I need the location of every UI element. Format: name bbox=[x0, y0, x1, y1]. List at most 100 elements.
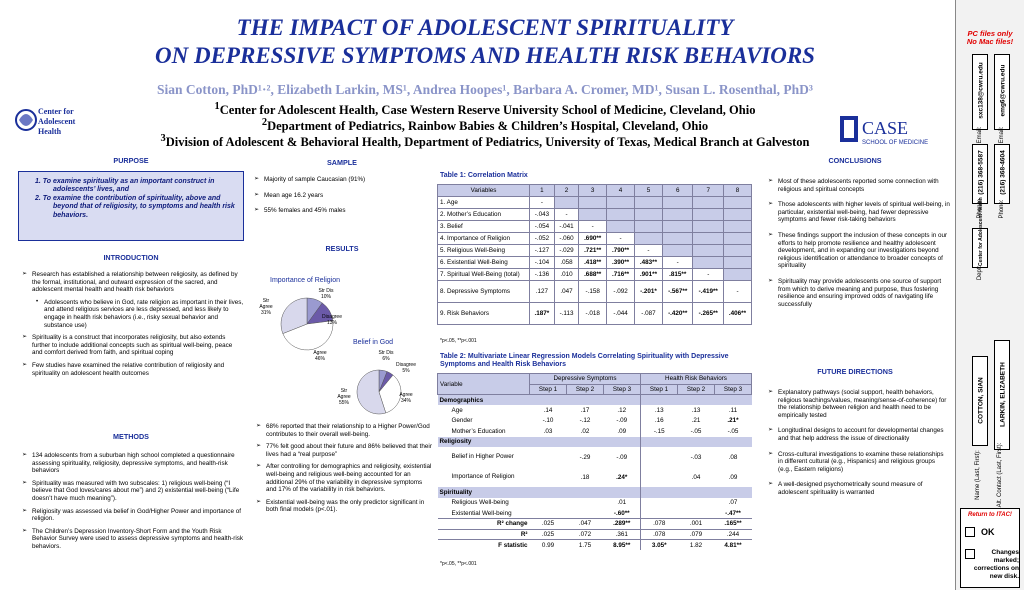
sample-text: Majority of sample Caucasian (91%) Mean … bbox=[254, 176, 432, 220]
reg-cell: .21* bbox=[727, 417, 739, 425]
results-item: 77% felt good about their future and 86%… bbox=[256, 443, 434, 458]
reg-cell: .07 bbox=[728, 499, 738, 507]
reg-cell: .078 bbox=[640, 528, 678, 540]
sample-item: 55% females and 45% males bbox=[254, 207, 432, 215]
reg-cell bbox=[567, 508, 604, 519]
reg-cell bbox=[604, 487, 641, 498]
reg-cell bbox=[640, 497, 678, 508]
reg-row: Existential Well-being -.60** -.47** bbox=[438, 508, 752, 519]
reg-row-label: R² bbox=[437, 528, 530, 540]
corr-cell bbox=[634, 220, 663, 233]
table1-note: *p<.05, **p<.001 bbox=[440, 338, 477, 344]
corr-header-cell: 4 bbox=[606, 184, 636, 197]
poster-title: THE IMPACT OF ADOLESCENT SPIRITUALITY ON… bbox=[155, 15, 815, 68]
reg-cell: 3.05* bbox=[640, 539, 678, 550]
ok-checkbox[interactable] bbox=[965, 527, 975, 537]
reg-group-header: Health Risk Behaviors bbox=[640, 373, 752, 385]
reg-cell bbox=[678, 487, 715, 498]
reg-cell: .11 bbox=[728, 406, 738, 414]
corr-cell bbox=[661, 244, 694, 257]
reg-cell: .079 bbox=[677, 528, 715, 540]
intro-subitem: Adolescents who believe in God, rate rel… bbox=[22, 299, 244, 329]
methods-item: Religiosity was assessed via belief in G… bbox=[22, 508, 244, 523]
corr-cell: .901** bbox=[634, 268, 663, 281]
pie-slice-label: Str Dis 10% bbox=[319, 288, 335, 300]
corr-cell: -.419** bbox=[692, 280, 725, 303]
pie-slice-label: Str Agree 31% bbox=[259, 298, 273, 316]
corr-cell: -.018 bbox=[578, 302, 608, 325]
corr-cell: .690** bbox=[578, 232, 608, 245]
reg-cell bbox=[567, 498, 604, 509]
reg-cell: -.47** bbox=[725, 509, 741, 517]
corr-row-label: 5. Religious Well-Being bbox=[437, 244, 530, 257]
corr-cell: -.092 bbox=[606, 280, 636, 303]
methods-item: Spirituality was measured with two subsc… bbox=[22, 480, 244, 503]
purpose-item-2: 2. To examine the contribution of spirit… bbox=[35, 194, 235, 219]
corr-cell: .187* bbox=[529, 302, 555, 325]
reg-cell bbox=[604, 437, 641, 448]
corr-cell: -.104 bbox=[529, 256, 555, 269]
ok-label: OK bbox=[981, 527, 995, 537]
methods-item: 134 adolescents from a suburban high sch… bbox=[22, 452, 244, 475]
email-field-2[interactable]: emg6@cwru.edu bbox=[994, 54, 1010, 130]
future-item: Explanatory pathways (social support, he… bbox=[768, 389, 950, 419]
results-heading: RESULTS bbox=[325, 244, 359, 253]
reg-cell: 4.81** bbox=[714, 539, 752, 550]
corr-cell bbox=[723, 256, 752, 269]
reg-cell: .09 bbox=[617, 427, 627, 435]
reg-row: Demographics bbox=[437, 394, 752, 405]
corr-cell: .127 bbox=[529, 280, 555, 303]
corr-cell bbox=[692, 208, 725, 221]
corr-cell: -.044 bbox=[606, 302, 636, 325]
reg-cell bbox=[640, 467, 678, 487]
corr-cell: -.127 bbox=[529, 244, 555, 257]
phone-field-2[interactable]: (216) 368-4604 bbox=[994, 144, 1010, 204]
reg-cell bbox=[678, 508, 715, 519]
corr-cell: .010 bbox=[553, 268, 580, 281]
reg-cell: -.09 bbox=[616, 417, 628, 425]
alt-contact-field[interactable]: LARKIN, ELIZABETH bbox=[994, 340, 1010, 450]
reg-cell bbox=[530, 437, 567, 448]
reg-row-label: Demographics bbox=[439, 396, 484, 404]
reg-step-header: Step 1 bbox=[640, 383, 678, 395]
reg-cell: .13 bbox=[691, 406, 701, 414]
corr-cell: - bbox=[606, 232, 636, 245]
reg-cell: .025 bbox=[529, 528, 567, 540]
svg-text:Center for: Center for bbox=[38, 107, 74, 116]
reg-cell: 1.82 bbox=[677, 539, 715, 550]
pie-slice bbox=[282, 320, 334, 351]
corr-cell bbox=[723, 244, 752, 257]
reg-cell bbox=[567, 487, 604, 498]
corr-cell bbox=[692, 220, 725, 233]
results-text: 68% reported that their relationship to … bbox=[256, 423, 434, 519]
reg-cell: -.29 bbox=[579, 453, 591, 461]
reg-cell: .078 bbox=[640, 518, 678, 529]
email-field-1[interactable]: sxc138@cwru.edu bbox=[972, 54, 988, 130]
reg-cell: .289** bbox=[603, 518, 641, 529]
reg-cell: .072 bbox=[566, 528, 604, 540]
corr-cell: - bbox=[578, 220, 608, 233]
corr-cell: - bbox=[553, 208, 580, 221]
phone-field-1[interactable]: (216) 368-5587 bbox=[972, 144, 988, 204]
table2-title: Table 2: Multivariate Linear Regression … bbox=[440, 353, 729, 368]
reg-row-label: Spirituality bbox=[439, 488, 473, 496]
reg-cell: .16 bbox=[640, 415, 678, 426]
corr-cell: -.052 bbox=[529, 232, 555, 245]
corr-cell bbox=[578, 208, 608, 221]
corr-header-cell: 7 bbox=[692, 184, 725, 197]
corr-cell: -.087 bbox=[634, 302, 663, 325]
corr-cell: - bbox=[634, 244, 663, 257]
reg-cell bbox=[678, 437, 715, 448]
changes-checkbox[interactable] bbox=[965, 549, 975, 559]
svg-text:CASE: CASE bbox=[862, 118, 908, 138]
corr-cell: -.136 bbox=[529, 268, 555, 281]
reg-cell bbox=[530, 487, 567, 498]
reg-cell bbox=[530, 508, 567, 519]
corr-cell: .418** bbox=[578, 256, 608, 269]
return-label: Return to ITAC! bbox=[968, 512, 1012, 518]
intro-item: Few studies have examined the relative c… bbox=[22, 362, 244, 377]
dept-field[interactable]: Center for Adolescent Health bbox=[972, 197, 988, 268]
reg-row-label: Religious Well-being bbox=[451, 499, 509, 507]
name-field[interactable]: COTTON, SIAN bbox=[972, 356, 988, 446]
reg-cell bbox=[567, 437, 604, 448]
